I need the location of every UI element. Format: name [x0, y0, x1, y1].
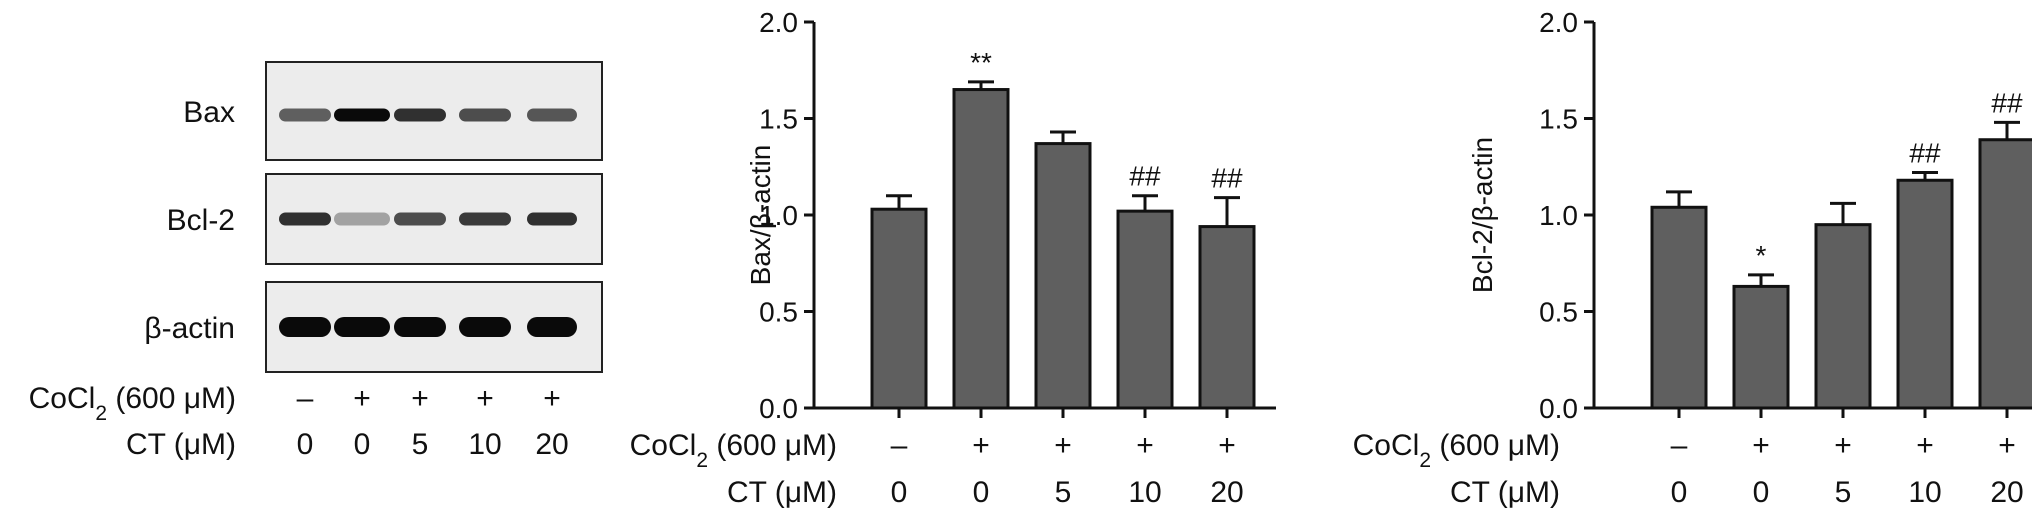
blot-cocl2-mark: +	[476, 382, 494, 415]
bar-group: **	[952, 47, 1010, 410]
band	[527, 108, 577, 122]
x-cocl2-mark: +	[1218, 429, 1236, 462]
bar	[1896, 178, 1954, 410]
band	[394, 212, 446, 226]
bar	[952, 88, 1010, 410]
blot-ct-label: CT (μM)	[126, 428, 236, 461]
x-ct-value: 10	[1908, 476, 1941, 509]
bar-group	[870, 194, 928, 410]
band	[527, 212, 577, 226]
band	[394, 108, 446, 122]
x-ct-value: 0	[891, 476, 908, 509]
band	[459, 317, 511, 337]
bar-group: ##	[1198, 163, 1256, 410]
significance-label: ##	[1909, 138, 1941, 169]
blot-ct-value: 0	[354, 428, 371, 461]
y-axis-label: Bax/β-actin	[745, 145, 776, 286]
x-cocl2-mark: +	[1916, 429, 1934, 462]
blot-row-bcl-2: Bcl-2	[167, 173, 603, 265]
significance-label: *	[1756, 240, 1767, 271]
bar	[1650, 205, 1708, 410]
bar	[1814, 223, 1872, 410]
x-cocl2-mark: +	[1834, 429, 1852, 462]
bar-group: ##	[1978, 87, 2032, 410]
y-tick-label: 2.0	[759, 7, 798, 38]
y-tick-label: 0.5	[759, 297, 798, 328]
x-ct-value: 5	[1835, 476, 1852, 509]
chart-cocl2-label: CoCl2 (600 μM)	[1353, 429, 1560, 472]
significance-label: ##	[1991, 87, 2023, 118]
y-tick-label: 1.5	[1539, 104, 1578, 135]
bar	[1034, 142, 1092, 410]
significance-label: **	[970, 47, 992, 78]
western-blot-panel: Bax Bcl-2 β-actin CoCl2 (600 μM)CT (μM) – + + +…	[29, 61, 603, 461]
y-tick-label: 1.0	[1539, 200, 1578, 231]
bar-group	[1034, 130, 1092, 410]
blot-row-bax: Bax	[183, 61, 603, 161]
x-cocl2-mark: +	[1998, 429, 2016, 462]
band	[394, 317, 446, 337]
significance-label: ##	[1129, 161, 1161, 192]
x-cocl2-mark: +	[1054, 429, 1072, 462]
blot-ct-value: 0	[297, 428, 314, 461]
band	[279, 317, 331, 337]
y-tick-label: 0.0	[1539, 393, 1578, 424]
bar	[1732, 284, 1790, 410]
blot-row-label: β-actin	[144, 312, 235, 345]
blot-ct-value: 20	[535, 428, 568, 461]
bar	[1198, 225, 1256, 410]
bar-group: ##	[1896, 138, 1954, 410]
bar	[870, 207, 928, 410]
y-tick-label: 0.5	[1539, 297, 1578, 328]
band	[459, 108, 511, 122]
bax-bar-chart: 0.0 0.5 1.0 1.5 2.0 Bax/β-actin ** ## ## CoCl2 (6…	[630, 7, 1276, 509]
blot-cocl2-mark: +	[543, 382, 561, 415]
y-tick-label: 0.0	[759, 393, 798, 424]
y-tick-label: 1.5	[759, 104, 798, 135]
blot-cocl2-mark: –	[297, 382, 314, 415]
blot-row-label: Bax	[183, 96, 235, 129]
blot-ct-value: 10	[468, 428, 501, 461]
x-cocl2-mark: +	[1136, 429, 1154, 462]
chart-cocl2-label: CoCl2 (600 μM)	[630, 429, 837, 472]
y-tick-label: 1.0	[759, 200, 798, 231]
x-ct-value: 20	[1210, 476, 1243, 509]
bcl2-bar-chart: 0.0 0.5 1.0 1.5 2.0 Bcl-2/β-actin * ## ## CoCl2 (…	[1353, 7, 2032, 509]
chart-ct-label: CT (μM)	[1450, 476, 1560, 509]
x-cocl2-mark: +	[1752, 429, 1770, 462]
x-ct-value: 0	[1753, 476, 1770, 509]
x-cocl2-mark: –	[891, 429, 908, 462]
x-ct-value: 10	[1128, 476, 1161, 509]
significance-label: ##	[1211, 163, 1243, 194]
bar	[1978, 138, 2032, 410]
bar-group	[1650, 190, 1708, 410]
x-ct-value: 20	[1990, 476, 2023, 509]
y-axis-label: Bcl-2/β-actin	[1467, 137, 1498, 293]
bar-group: ##	[1116, 161, 1174, 410]
x-ct-value: 0	[1671, 476, 1688, 509]
bar-group	[1814, 201, 1872, 410]
blot-ct-value: 5	[412, 428, 429, 461]
blot-cocl2-label: CoCl2 (600 μM)	[29, 382, 236, 425]
band	[334, 212, 390, 226]
blot-cocl2-mark: +	[353, 382, 371, 415]
x-cocl2-mark: –	[1671, 429, 1688, 462]
y-tick-label: 2.0	[1539, 7, 1578, 38]
x-ct-value: 5	[1055, 476, 1072, 509]
band	[459, 212, 511, 226]
band	[527, 317, 577, 337]
blot-row-label: Bcl-2	[167, 204, 235, 237]
chart-ct-label: CT (μM)	[727, 476, 837, 509]
blot-cocl2-mark: +	[411, 382, 429, 415]
band	[334, 317, 390, 337]
band	[279, 108, 331, 122]
blot-row-actin: β-actin	[144, 281, 603, 373]
band	[334, 108, 390, 122]
band	[279, 212, 331, 226]
bar-group: *	[1732, 240, 1790, 410]
bar	[1116, 209, 1174, 410]
x-ct-value: 0	[973, 476, 990, 509]
x-cocl2-mark: +	[972, 429, 990, 462]
